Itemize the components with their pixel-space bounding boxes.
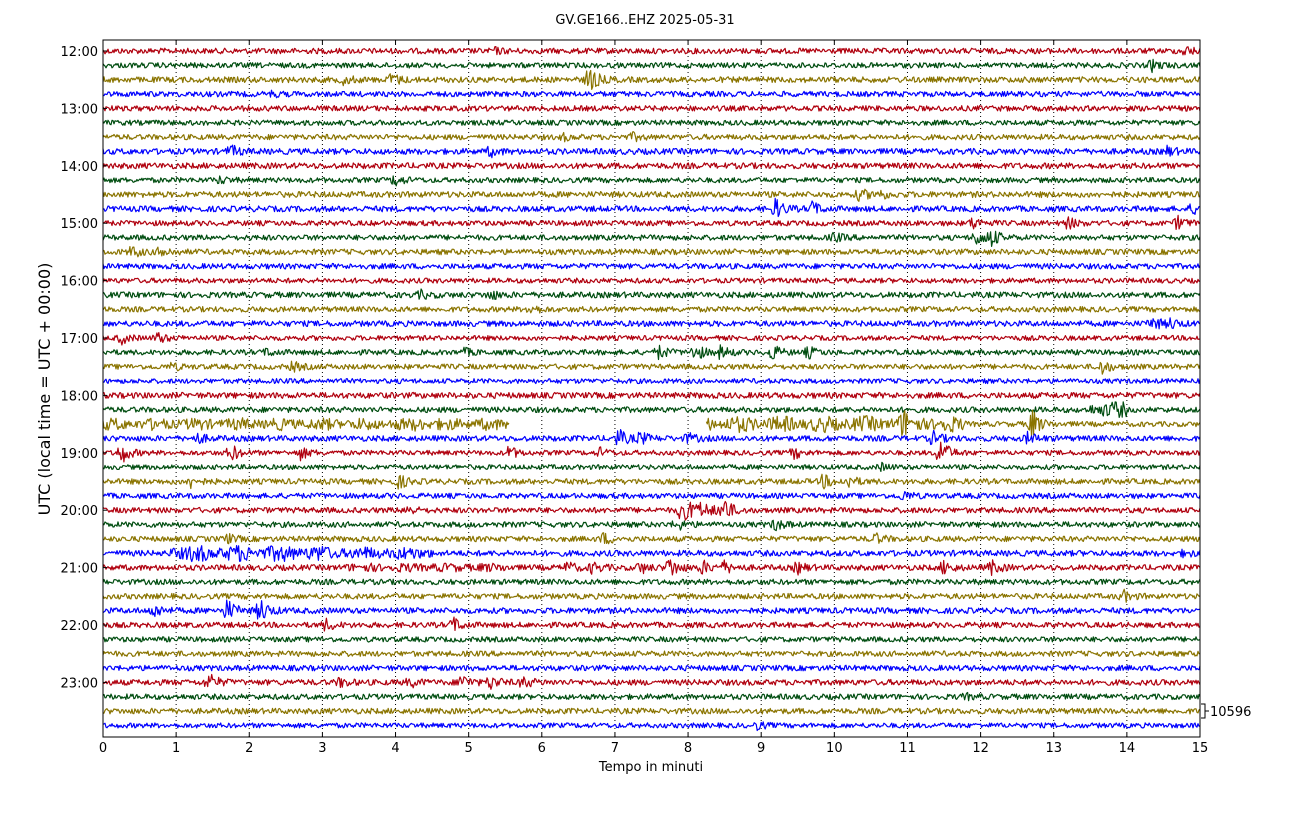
y-tick-label: 13:00	[61, 102, 98, 117]
trace-row-24	[102, 391, 1201, 399]
x-tick-label: 14	[1119, 741, 1136, 756]
trace-row-12	[102, 214, 1201, 230]
trace-row-46	[102, 707, 1201, 715]
trace-row-15	[102, 262, 1201, 270]
trace-row-41	[102, 636, 1201, 643]
y-tick-label: 12:00	[61, 45, 98, 60]
x-tick-label: 3	[318, 741, 326, 756]
trace-row-14	[102, 246, 1201, 258]
y-tick-label: 20:00	[61, 504, 98, 519]
y-tick-label: 17:00	[61, 332, 98, 347]
scale-label: 10596	[1210, 705, 1251, 720]
trace-row-37	[102, 578, 1201, 586]
x-tick-label: 15	[1192, 741, 1209, 756]
plot-frame	[102, 39, 1201, 738]
trace-row-43	[102, 664, 1201, 672]
trace-row-11	[102, 197, 1201, 218]
x-tick-label: 5	[465, 741, 473, 756]
y-tick-label: 18:00	[61, 389, 98, 404]
trace-row-7	[102, 144, 1201, 159]
x-tick-label: 11	[899, 741, 916, 756]
trace-row-10	[102, 188, 1201, 202]
trace-row-38	[102, 588, 1201, 603]
x-tick-label: 4	[391, 741, 399, 756]
y-tick-label: 22:00	[61, 619, 98, 634]
trace-row-45	[102, 691, 1201, 702]
x-tick-label: 12	[972, 741, 989, 756]
x-tick-label: 8	[684, 741, 692, 756]
trace-row-4	[102, 105, 1201, 112]
x-tick-label: 10	[826, 741, 843, 756]
trace-row-34	[102, 532, 1201, 545]
trace-row-0	[102, 46, 1201, 56]
trace-row-23	[102, 378, 1201, 385]
x-tick-label: 1	[172, 741, 180, 756]
x-axis-label: Tempo in minuti	[598, 760, 703, 775]
trace-row-1	[102, 58, 1201, 74]
trace-row-8	[102, 162, 1201, 170]
x-tick-label: 9	[757, 741, 765, 756]
trace-row-40	[102, 616, 1201, 632]
trace-row-39	[102, 599, 1201, 620]
x-tick-label: 2	[245, 741, 253, 756]
trace-row-31	[102, 491, 1201, 501]
trace-row-26	[102, 409, 1201, 437]
y-tick-label: 23:00	[61, 676, 98, 691]
grid-lines	[175, 40, 1128, 737]
y-axis: 12:00 13:00 14:00 15:00 16:00 17:00 18:00 19:00…	[61, 45, 107, 691]
y-axis-label: UTC (local time = UTC + 00:00)	[35, 263, 54, 516]
trace-row-2	[102, 69, 1201, 90]
trace-row-21	[102, 344, 1201, 361]
scale-bar: 10596	[1201, 703, 1251, 720]
y-tick-label: 14:00	[61, 160, 98, 175]
trace-row-6	[102, 131, 1201, 143]
trace-row-32	[102, 500, 1201, 521]
trace-row-19	[102, 317, 1201, 330]
trace-row-33	[102, 519, 1201, 532]
trace-row-22	[102, 360, 1201, 375]
trace-row-9	[102, 175, 1201, 187]
x-axis: 0 1 2 3 4 5 6 7 8 9 10 11 12 13 14 15	[99, 40, 1208, 756]
x-tick-label: 0	[99, 741, 107, 756]
chart-title: GV.GE166..EHZ 2025-05-31	[555, 13, 734, 28]
trace-row-17	[102, 288, 1201, 300]
trace-row-16	[102, 277, 1201, 284]
trace-row-13	[102, 230, 1201, 247]
trace-row-29	[102, 461, 1201, 472]
trace-row-47	[102, 721, 1201, 732]
y-tick-label: 16:00	[61, 275, 98, 290]
trace-row-35	[102, 545, 1201, 563]
trace-row-25	[102, 401, 1201, 418]
x-tick-label: 7	[611, 741, 619, 756]
trace-row-5	[102, 119, 1201, 126]
trace-row-27	[102, 429, 1201, 446]
trace-row-42	[102, 650, 1201, 657]
trace-row-20	[102, 332, 1201, 346]
scale-bracket	[1201, 703, 1206, 719]
trace-row-3	[102, 89, 1201, 99]
trace-row-30	[102, 473, 1201, 490]
seismic-traces	[102, 46, 1201, 732]
y-tick-label: 15:00	[61, 217, 98, 232]
trace-row-18	[102, 305, 1201, 314]
x-tick-label: 6	[538, 741, 546, 756]
y-tick-label: 21:00	[61, 562, 98, 577]
x-tick-label: 13	[1045, 741, 1062, 756]
trace-row-44	[103, 673, 1201, 690]
y-tick-label: 19:00	[61, 447, 98, 462]
trace-row-28	[102, 441, 1201, 463]
trace-row-36	[102, 559, 1201, 576]
